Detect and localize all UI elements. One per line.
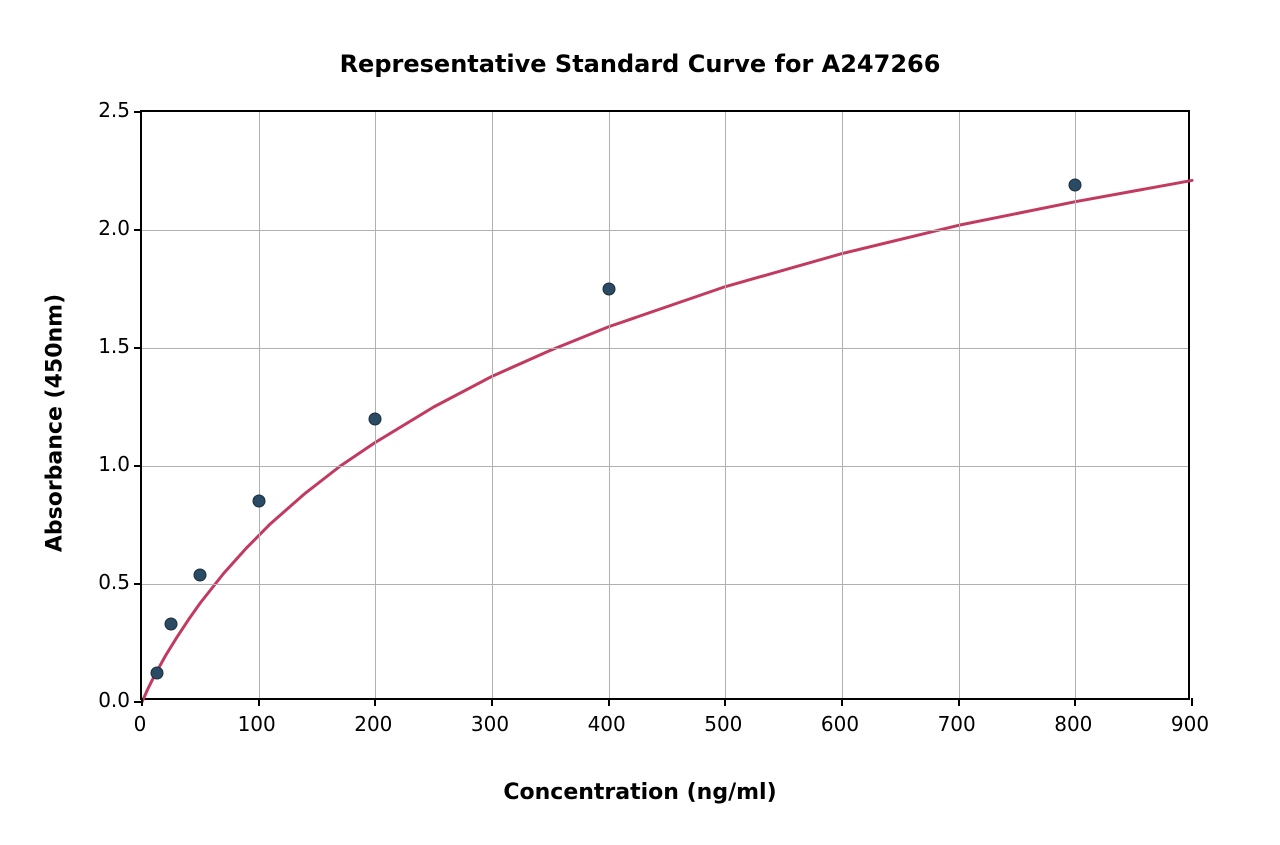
data-point	[150, 666, 163, 679]
x-tick-label: 800	[1054, 712, 1092, 736]
x-tick-label: 500	[704, 712, 742, 736]
y-tick-label: 0.0	[95, 688, 130, 712]
y-tick-label: 0.5	[95, 570, 130, 594]
x-tick-label: 200	[354, 712, 392, 736]
data-point	[369, 412, 382, 425]
y-tick-label: 2.0	[95, 216, 130, 240]
grid-line-vertical	[725, 112, 726, 698]
grid-line-horizontal	[142, 230, 1188, 231]
grid-line-vertical	[259, 112, 260, 698]
grid-line-vertical	[842, 112, 843, 698]
data-point	[165, 618, 178, 631]
grid-line-horizontal	[142, 584, 1188, 585]
grid-line-vertical	[609, 112, 610, 698]
fitted-curve	[142, 180, 1192, 702]
x-tick-label: 400	[588, 712, 626, 736]
grid-line-vertical	[375, 112, 376, 698]
grid-line-vertical	[1075, 112, 1076, 698]
y-tick-mark	[134, 229, 142, 231]
chart-title: Representative Standard Curve for A24726…	[340, 50, 941, 78]
curve-svg	[142, 112, 1188, 698]
x-tick-mark	[608, 698, 610, 706]
y-tick-mark	[134, 465, 142, 467]
x-tick-label: 300	[471, 712, 509, 736]
y-tick-mark	[134, 111, 142, 113]
x-tick-mark	[258, 698, 260, 706]
x-axis-label: Concentration (ng/ml)	[503, 780, 776, 805]
y-tick-mark	[134, 583, 142, 585]
x-tick-mark	[374, 698, 376, 706]
x-tick-label: 900	[1171, 712, 1209, 736]
data-point	[252, 495, 265, 508]
grid-line-horizontal	[142, 466, 1188, 467]
x-tick-mark	[841, 698, 843, 706]
x-tick-mark	[491, 698, 493, 706]
y-tick-mark	[134, 347, 142, 349]
x-tick-label: 0	[134, 712, 147, 736]
x-tick-mark	[1191, 698, 1193, 706]
y-axis-label: Absorbance (450nm)	[43, 293, 68, 551]
x-tick-mark	[724, 698, 726, 706]
x-tick-label: 700	[938, 712, 976, 736]
data-point	[602, 283, 615, 296]
plot-area	[140, 110, 1190, 700]
grid-line-vertical	[959, 112, 960, 698]
x-tick-label: 100	[238, 712, 276, 736]
grid-line-horizontal	[142, 348, 1188, 349]
x-tick-mark	[958, 698, 960, 706]
x-tick-mark	[1074, 698, 1076, 706]
chart-container: Representative Standard Curve for A24726…	[0, 0, 1280, 845]
y-tick-label: 1.5	[95, 334, 130, 358]
y-tick-label: 2.5	[95, 98, 130, 122]
y-tick-label: 1.0	[95, 452, 130, 476]
grid-line-vertical	[492, 112, 493, 698]
x-tick-label: 600	[821, 712, 859, 736]
data-point	[1069, 179, 1082, 192]
y-tick-mark	[134, 701, 142, 703]
data-point	[194, 568, 207, 581]
